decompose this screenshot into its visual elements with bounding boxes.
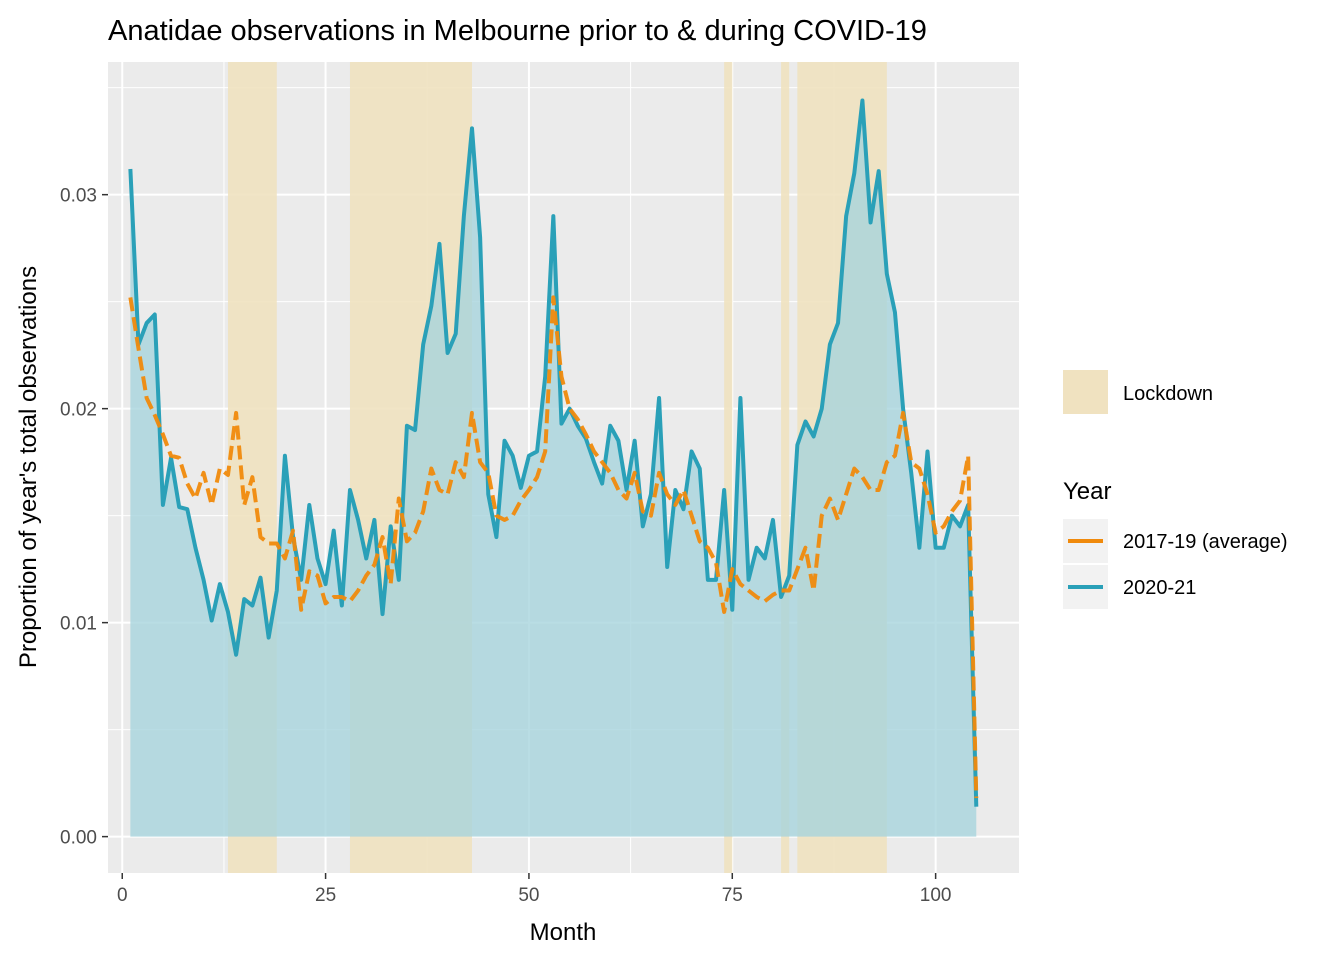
legend-title: Year [1063, 478, 1112, 505]
legend: Lockdown Year 2017-19 (average) 2020-21 [1063, 370, 1288, 609]
series-line-2017-19 [128, 295, 979, 799]
lockdown-rect [781, 62, 790, 873]
x-tick-label: 25 [315, 885, 336, 906]
x-tick-label: 50 [518, 885, 539, 906]
x-axis-ticks: 0 25 50 75 100 [117, 873, 952, 906]
legend-label-2020-21: 2020-21 [1123, 577, 1196, 599]
y-axis-ticks: 0.00 0.01 0.02 0.03 [60, 186, 108, 849]
area-2020-21 [130, 100, 977, 837]
series-lines [128, 98, 979, 807]
legend-lockdown-key [1063, 370, 1108, 414]
y-tick-label: 0.00 [60, 828, 97, 849]
lockdown-rect [724, 62, 733, 873]
y-tick-label: 0.01 [60, 614, 97, 635]
x-tick-label: 100 [920, 885, 952, 906]
x-tick-label: 0 [117, 885, 128, 906]
legend-label-2017-19: 2017-19 (average) [1123, 531, 1288, 553]
y-tick-label: 0.02 [60, 400, 97, 421]
area-fill [130, 100, 977, 837]
x-axis-title: Month [530, 919, 597, 946]
chart-title: Anatidae observations in Melbourne prior… [108, 15, 927, 47]
y-tick-label: 0.03 [60, 186, 97, 207]
series-line-2020-21 [128, 98, 979, 807]
x-tick-label: 75 [722, 885, 743, 906]
legend-lockdown-label: Lockdown [1123, 383, 1213, 405]
y-axis-title: Proportion of year's total observations [15, 266, 42, 668]
